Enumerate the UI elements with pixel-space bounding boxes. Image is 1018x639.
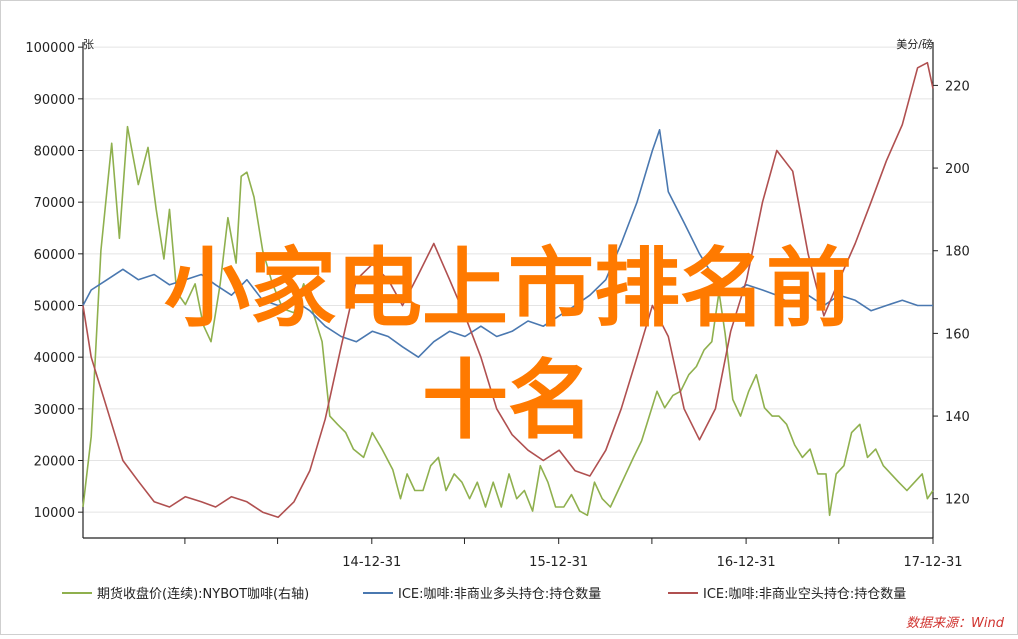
left-tick-label: 80000 bbox=[34, 145, 75, 160]
right-tick-label: 200 bbox=[945, 162, 970, 177]
legend-label: 期货收盘价(连续):NYBOT咖啡(右轴) bbox=[97, 586, 309, 602]
left-tick-label: 70000 bbox=[34, 196, 75, 211]
left-axis-unit: 张 bbox=[83, 38, 94, 51]
right-axis-unit: 美分/磅 bbox=[896, 37, 933, 51]
legend-item-2: ICE:咖啡:非商业多头持仓:持仓数量 bbox=[363, 586, 601, 602]
axes bbox=[82, 42, 934, 539]
gridlines bbox=[83, 46, 933, 513]
overlay-line-1: 小家电上市排名前 bbox=[164, 239, 852, 339]
x-ticks: 14-12-31 15-12-31 16-12-31 17-12-31 bbox=[184, 538, 963, 570]
left-tick-label: 30000 bbox=[34, 403, 75, 418]
overlay-title: 小家电上市排名前 十名 bbox=[164, 239, 852, 451]
source-note: 数据来源：Wind bbox=[906, 616, 1005, 631]
series-line-2 bbox=[82, 129, 933, 359]
series-line-3 bbox=[82, 61, 934, 519]
legend-item-3: ICE:咖啡:非商业空头持仓:持仓数量 bbox=[668, 587, 906, 602]
legend-label: ICE:咖啡:非商业空头持仓:持仓数量 bbox=[703, 587, 906, 602]
left-tick-label: 10000 bbox=[34, 506, 75, 521]
left-tick-label: 60000 bbox=[34, 248, 75, 263]
x-tick-label: 16-12-31 bbox=[717, 555, 776, 570]
left-tick-label: 50000 bbox=[34, 300, 75, 315]
x-tick-label: 17-12-31 bbox=[903, 555, 962, 570]
left-tick-label: 90000 bbox=[34, 93, 75, 108]
left-tick-label: 40000 bbox=[34, 351, 75, 366]
left-y-ticks: 10000 20000 30000 40000 50000 60000 70000 80000… bbox=[25, 41, 83, 521]
right-tick-label: 140 bbox=[945, 410, 970, 425]
left-tick-label: 100000 bbox=[25, 41, 75, 56]
right-tick-label: 220 bbox=[945, 79, 970, 94]
overlay-line-2: 十名 bbox=[422, 351, 594, 451]
series-lines bbox=[82, 61, 934, 519]
series-line-1 bbox=[82, 125, 934, 517]
right-y-ticks: 120 140 160 180 200 220 bbox=[933, 79, 970, 508]
legend: 期货收盘价(连续):NYBOT咖啡(右轴) ICE:咖啡:非商业多头持仓:持仓数量… bbox=[62, 586, 906, 602]
left-tick-label: 20000 bbox=[34, 455, 75, 470]
x-tick-label: 15-12-31 bbox=[529, 555, 588, 570]
right-tick-label: 120 bbox=[945, 493, 970, 508]
x-tick-label: 14-12-31 bbox=[342, 555, 401, 570]
legend-item-1: 期货收盘价(连续):NYBOT咖啡(右轴) bbox=[62, 586, 309, 602]
right-tick-label: 160 bbox=[945, 327, 970, 342]
right-tick-label: 180 bbox=[945, 245, 970, 260]
legend-label: ICE:咖啡:非商业多头持仓:持仓数量 bbox=[398, 586, 601, 602]
